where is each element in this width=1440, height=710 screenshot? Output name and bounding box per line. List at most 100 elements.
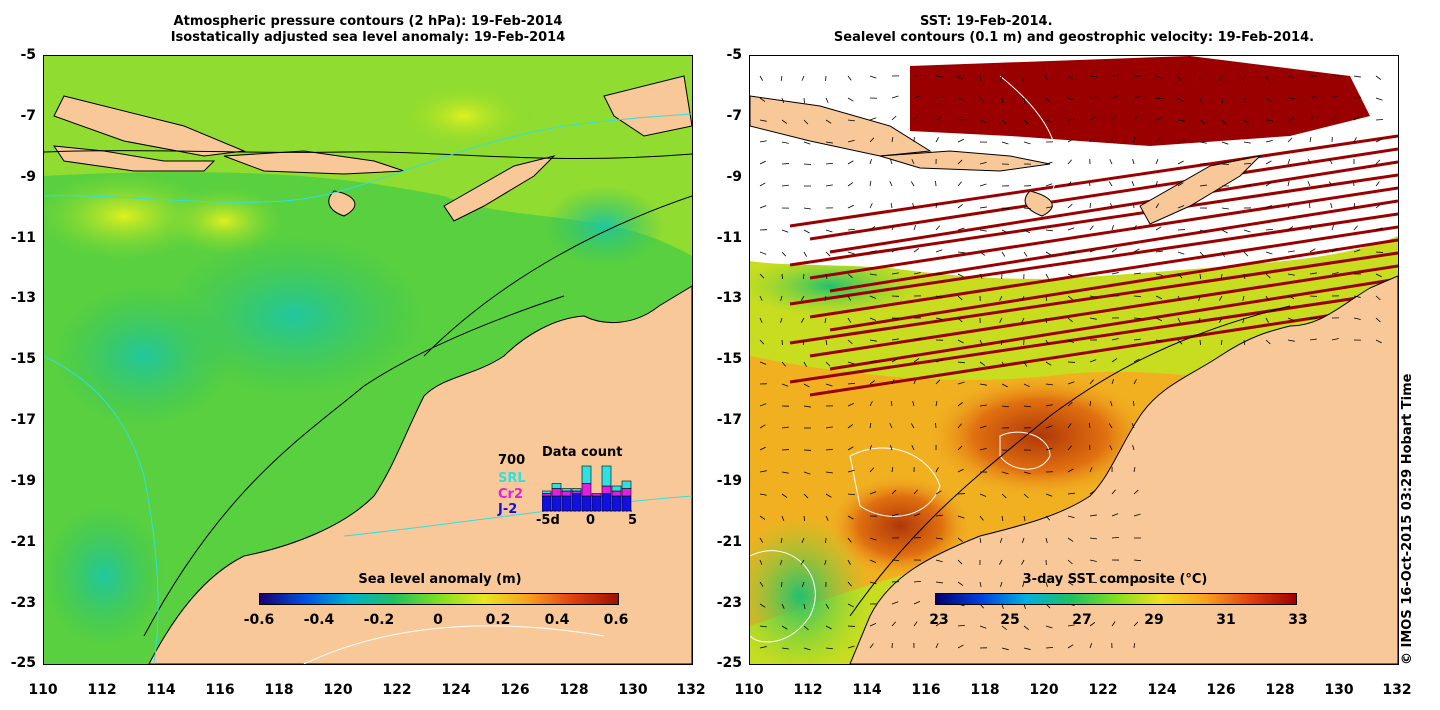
left-x-tick: 122 — [382, 682, 412, 698]
velocity-arrow — [825, 361, 831, 367]
velocity-arrow — [1177, 295, 1181, 301]
velocity-arrow — [825, 229, 833, 233]
velocity-arrow — [1001, 515, 1004, 522]
velocity-arrow — [913, 513, 921, 517]
velocity-arrow — [1375, 317, 1381, 323]
velocity-arrow — [781, 493, 788, 498]
data-count-x-label: 5 — [628, 513, 638, 528]
velocity-arrow — [1067, 644, 1074, 649]
velocity-arrow — [869, 537, 877, 541]
velocity-arrow — [825, 251, 831, 257]
island-tanimbar — [603, 75, 692, 137]
velocity-arrow — [1023, 141, 1031, 145]
velocity-arrow — [1111, 513, 1119, 517]
velocity-arrow — [1067, 273, 1075, 278]
velocity-arrow — [1001, 625, 1007, 631]
velocity-arrow — [957, 402, 963, 407]
sst-map[interactable] — [749, 55, 1399, 665]
velocity-arrow — [1287, 339, 1295, 342]
sla-colorbar-label: 0.4 — [544, 612, 570, 628]
velocity-arrow — [890, 159, 893, 165]
sealevel-contour-2 — [999, 431, 1051, 470]
velocity-arrow — [1243, 141, 1251, 144]
velocity-arrow — [935, 317, 943, 320]
left-x-tick: 120 — [323, 682, 353, 698]
right-y-tick: -19 — [716, 473, 742, 489]
right-y-tick: -21 — [716, 534, 742, 550]
velocity-arrow — [1353, 202, 1356, 209]
velocity-arrow — [1067, 381, 1075, 385]
velocity-arrow — [825, 97, 829, 103]
velocity-arrow — [1199, 229, 1207, 233]
velocity-arrow — [1353, 96, 1361, 99]
data-count-bar-cr2 — [591, 493, 602, 497]
velocity-arrow — [890, 202, 893, 209]
velocity-arrow — [847, 182, 854, 187]
left-x-tick: 118 — [264, 682, 294, 698]
velocity-arrow — [1000, 581, 1003, 587]
right-x-tick: 128 — [1265, 682, 1295, 698]
sla-high-blob-mid — [164, 186, 284, 256]
velocity-arrow — [780, 317, 783, 324]
velocity-arrow — [913, 537, 921, 539]
velocity-arrow — [979, 493, 987, 497]
velocity-arrow — [979, 162, 987, 165]
right-x-tick: 124 — [1147, 682, 1177, 698]
velocity-arrow — [1155, 250, 1163, 253]
velocity-arrow — [1221, 97, 1223, 104]
left-y-tick: -7 — [20, 108, 36, 124]
data-count-bar-j2 — [551, 495, 562, 512]
data-count-bar-j2 — [542, 495, 552, 512]
data-count-chart — [542, 465, 632, 512]
velocity-arrow — [1067, 203, 1073, 209]
velocity-arrow — [1265, 295, 1269, 301]
velocity-arrow — [1265, 273, 1271, 279]
velocity-arrow — [1265, 140, 1273, 143]
right-map-title: SST: 19-Feb-2014. Sealevel contours (0.1… — [750, 14, 1398, 46]
sla-high-blob-west — [44, 171, 214, 261]
velocity-arrow — [1045, 537, 1048, 544]
velocity-arrow — [825, 625, 832, 630]
velocity-arrow — [1243, 184, 1251, 187]
velocity-arrow — [1287, 75, 1295, 79]
velocity-arrow — [759, 251, 767, 255]
sea-level-anomaly-map[interactable] — [43, 55, 693, 665]
velocity-arrow — [1021, 317, 1025, 323]
velocity-arrow — [891, 489, 897, 495]
sst-hot-core-west — [830, 476, 970, 576]
velocity-arrow — [1045, 206, 1053, 209]
velocity-arrow — [1111, 248, 1118, 253]
velocity-arrow — [759, 160, 766, 165]
velocity-arrow — [1287, 117, 1295, 121]
velocity-arrow — [803, 647, 811, 651]
velocity-arrow — [1353, 75, 1361, 78]
velocity-arrow — [935, 622, 942, 627]
sla-colorbar-label: 0.2 — [485, 612, 511, 628]
bathymetry-line-west — [44, 355, 159, 664]
velocity-arrow — [803, 603, 806, 610]
velocity-arrow — [1155, 137, 1161, 143]
velocity-arrow — [1177, 251, 1185, 255]
data-count-bar-cr2 — [571, 490, 582, 494]
no-data-stripe — [789, 173, 1398, 267]
velocity-arrow — [1199, 251, 1205, 257]
velocity-arrow — [1089, 317, 1097, 320]
velocity-arrow — [781, 625, 788, 630]
velocity-arrow — [957, 159, 963, 165]
velocity-arrow — [1287, 317, 1295, 321]
data-count-bar-cr2 — [611, 490, 622, 497]
data-count-bar-srl — [571, 488, 582, 492]
velocity-arrow — [1199, 141, 1207, 144]
sst-cool-north — [750, 256, 920, 316]
right-y-tick: -5 — [726, 47, 742, 63]
velocity-arrow — [1287, 137, 1293, 143]
left-x-tick: 126 — [500, 682, 530, 698]
velocity-arrow — [1045, 493, 1053, 497]
velocity-arrow — [1001, 493, 1007, 499]
velocity-arrow — [781, 273, 783, 280]
velocity-arrow — [1001, 471, 1009, 475]
velocity-arrow — [1133, 379, 1137, 385]
velocity-arrow — [1199, 119, 1206, 124]
velocity-arrow — [759, 205, 767, 209]
velocity-arrow — [935, 137, 939, 143]
